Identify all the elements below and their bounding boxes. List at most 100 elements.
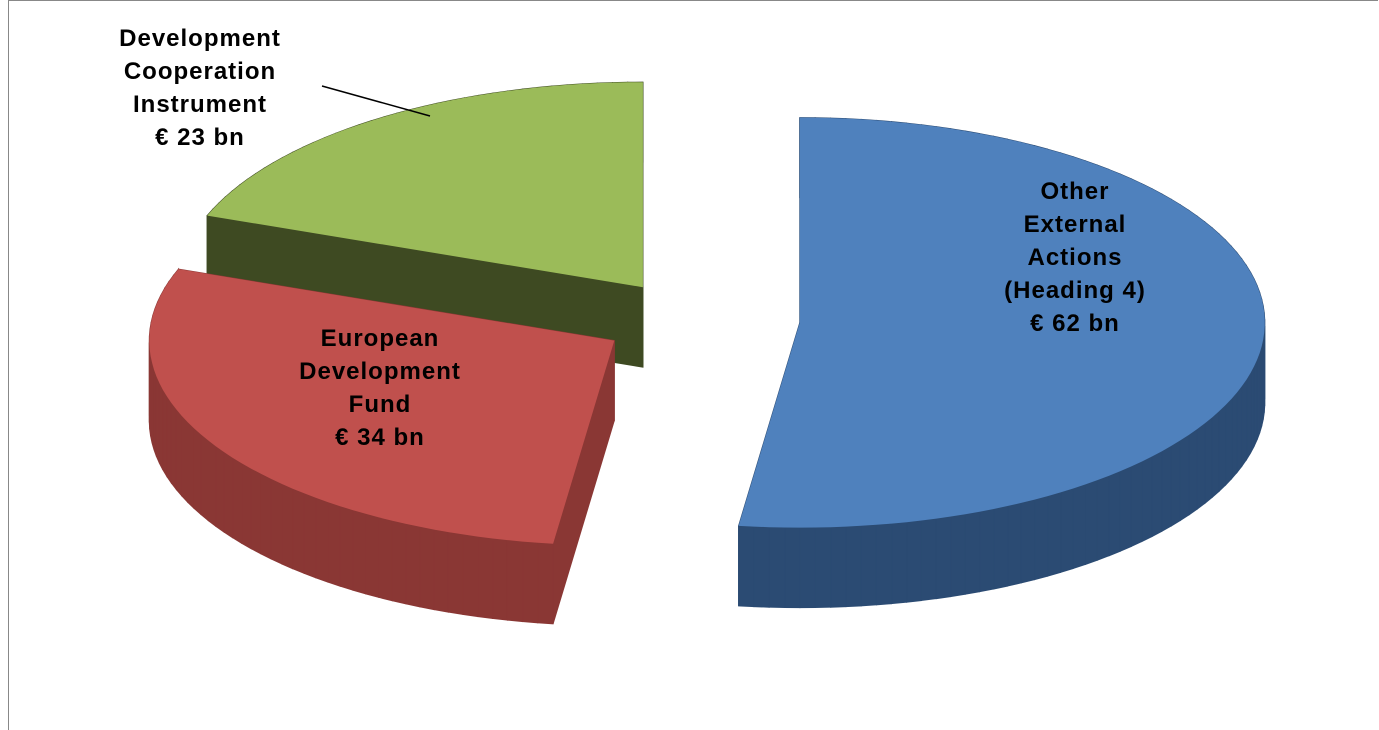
slice-side	[492, 537, 508, 621]
slice-side	[1225, 397, 1233, 487]
slice-side	[1196, 422, 1206, 510]
slice-side	[462, 533, 479, 618]
slice-side	[1020, 498, 1036, 584]
slice-side	[1161, 444, 1172, 533]
slice-value: € 62 bn	[1030, 310, 1120, 337]
slice-side	[250, 467, 262, 555]
slice-side	[845, 525, 862, 608]
slice-side	[477, 535, 494, 620]
slice-side	[522, 541, 539, 624]
slice	[738, 117, 1266, 609]
slice-side	[1188, 428, 1198, 516]
data-label: Other External Actions (Heading 4) € 62 b…	[990, 175, 1160, 340]
slice-side	[1007, 502, 1022, 587]
slice-name: European Development Fund	[299, 325, 461, 418]
slice-side	[1246, 371, 1252, 462]
slice-top	[149, 269, 615, 544]
slice-side	[1204, 416, 1213, 505]
slice-side	[241, 462, 252, 550]
slice-side	[193, 427, 202, 516]
slice-side	[1218, 403, 1227, 493]
slice-side	[1250, 366, 1255, 454]
slice-side	[292, 487, 305, 575]
slice-side	[1047, 491, 1062, 577]
slice-side	[964, 511, 981, 595]
slice-side	[814, 526, 832, 609]
slice-side	[920, 518, 937, 602]
slice-side	[327, 501, 341, 587]
slice-side	[906, 519, 922, 603]
slice-side	[170, 401, 177, 491]
slice-side	[537, 542, 554, 625]
slice-side	[187, 420, 195, 510]
slice-top	[738, 117, 1265, 528]
slice-side	[339, 505, 354, 591]
slice-side	[175, 407, 183, 498]
slice-side	[260, 473, 272, 560]
slice-side	[378, 516, 393, 602]
slice-side	[181, 414, 189, 504]
slice-side	[1241, 377, 1248, 468]
slice-side	[419, 526, 435, 611]
slice-side	[207, 439, 217, 528]
slice-side	[1151, 450, 1163, 538]
slice-side	[352, 509, 367, 595]
slice-side	[1231, 391, 1238, 481]
slice-side	[162, 387, 168, 479]
slice-side	[1060, 487, 1074, 574]
slice-side	[1034, 495, 1049, 581]
slice-side	[1130, 460, 1143, 548]
slice-side	[506, 539, 524, 623]
slice	[148, 267, 615, 625]
slice-side	[223, 451, 234, 539]
slice-top	[207, 82, 643, 288]
slice-side	[784, 527, 801, 609]
slice-side	[1179, 433, 1190, 522]
slice-side	[433, 528, 449, 613]
slice-side	[158, 382, 164, 470]
slice-side	[405, 523, 421, 608]
slice-side	[768, 526, 786, 609]
slice-side	[365, 513, 380, 599]
slice-side	[215, 445, 225, 533]
slice-side	[200, 433, 209, 522]
slice-side	[1119, 465, 1132, 552]
slice-side	[830, 526, 847, 608]
slice-side	[1236, 384, 1243, 474]
slice-side	[875, 523, 893, 606]
slice	[206, 81, 644, 368]
slice-side	[166, 394, 172, 485]
chart-frame	[8, 0, 1378, 730]
slice-side	[232, 456, 243, 545]
slice-value: € 34 bn	[335, 424, 425, 451]
slice-side	[391, 520, 407, 605]
slice-side	[1084, 479, 1098, 566]
slice-side	[1170, 439, 1181, 527]
slice-side	[1072, 483, 1086, 570]
slice-side	[993, 505, 1009, 590]
slice-side	[979, 508, 995, 593]
slice-side	[270, 478, 283, 565]
slice-side	[1096, 474, 1110, 561]
slice-side	[891, 521, 908, 605]
slice-name: Other External Actions (Heading 4)	[1004, 178, 1146, 304]
slice-side	[935, 515, 952, 600]
slice-side	[738, 525, 755, 608]
data-label: Development Cooperation Instrument € 23 b…	[65, 22, 335, 154]
data-label: European Development Fund € 34 bn	[265, 322, 495, 454]
slice-name: Development Cooperation Instrument	[119, 25, 281, 118]
slice-side	[799, 527, 816, 609]
slice-side	[315, 497, 329, 583]
slice-side	[950, 513, 966, 598]
slice-side	[860, 524, 877, 607]
leader-line	[321, 85, 431, 117]
slice-side	[281, 483, 294, 570]
slice-side	[1108, 470, 1121, 557]
slice-value: € 23 bn	[155, 124, 245, 151]
slice-side	[1141, 455, 1153, 543]
slice-side	[303, 492, 317, 579]
slice-side	[447, 531, 464, 616]
slice-side	[753, 526, 770, 608]
